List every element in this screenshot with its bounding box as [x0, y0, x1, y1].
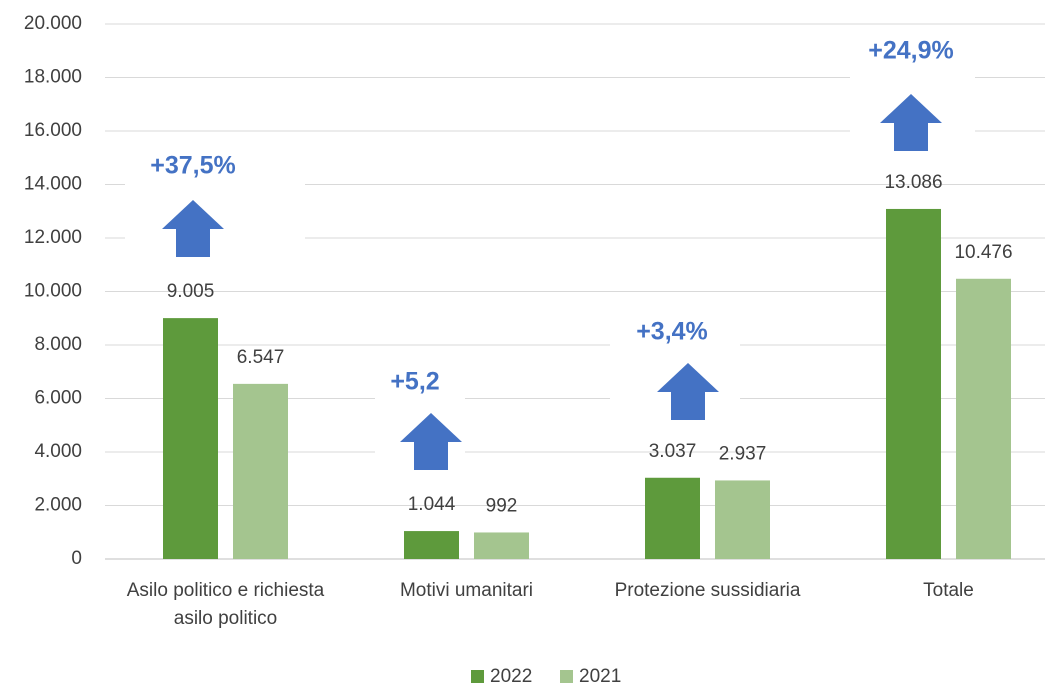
annotation-background: [125, 140, 305, 265]
legend-swatch: [560, 670, 573, 683]
arrow: [162, 200, 224, 257]
annotation: +5,2: [390, 368, 439, 396]
data-label: 10.476: [954, 242, 1012, 263]
arrow: [880, 94, 942, 151]
data-label: 3.037: [649, 441, 697, 462]
data-label: 13.086: [884, 172, 942, 193]
bar: [645, 477, 700, 559]
y-tick-label: 12.000: [24, 227, 82, 248]
legend-swatch: [471, 670, 484, 683]
y-tick-label: 4.000: [34, 441, 82, 462]
data-label: 9.005: [167, 281, 215, 302]
y-tick-label: 8.000: [34, 334, 82, 355]
y-tick-label: 0: [71, 548, 82, 569]
x-tick-label: Asilo politico e richiesta asilo politic…: [126, 580, 325, 629]
data-label: 1.044: [408, 494, 456, 515]
annotation: +37,5%: [150, 152, 236, 180]
data-label: 6.547: [237, 347, 285, 368]
data-label: 992: [486, 495, 518, 516]
x-tick-label: Totale: [923, 580, 974, 601]
x-tick-label: Motivi umanitari: [399, 580, 534, 601]
bar: [956, 278, 1011, 559]
data-label: 2.937: [719, 443, 767, 464]
bar: [233, 383, 288, 559]
legend-label: 2022: [490, 666, 532, 686]
y-tick-label: 16.000: [24, 120, 82, 141]
bar: [163, 318, 218, 559]
y-tick-label: 18.000: [24, 67, 82, 88]
x-tick-label: Protezione sussidiaria: [614, 580, 801, 601]
y-tick-label: 20.000: [24, 13, 82, 34]
y-tick-label: 6.000: [34, 388, 82, 409]
bar: [404, 531, 459, 559]
arrow: [400, 413, 462, 470]
bar: [886, 208, 941, 559]
y-tick-label: 14.000: [24, 174, 82, 195]
y-tick-label: 2.000: [34, 495, 82, 516]
bar: [715, 480, 770, 559]
annotation: +3,4%: [636, 318, 708, 346]
arrow: [657, 363, 719, 420]
bar: [474, 532, 529, 559]
legend-label: 2021: [579, 666, 621, 686]
annotation: +24,9%: [868, 37, 954, 65]
y-tick-label: 10.000: [24, 281, 82, 302]
